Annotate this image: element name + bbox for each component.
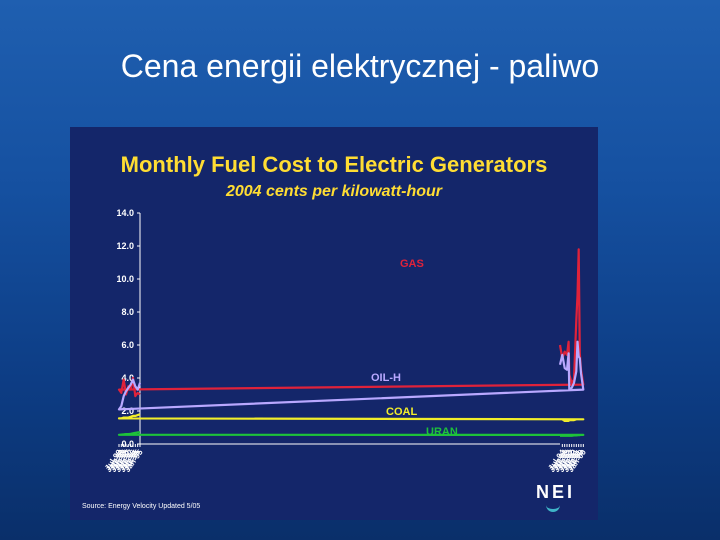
slide-title: Cena energii elektrycznej - paliwo — [120, 48, 600, 84]
y-tick-label: 8.0 — [121, 307, 134, 317]
chart-subtitle: 2004 cents per kilowatt-hour — [225, 183, 443, 200]
chart-panel: Monthly Fuel Cost to Electric Generators… — [70, 127, 598, 520]
series-line-oil-h — [117, 340, 585, 411]
series-line-coal — [117, 413, 585, 422]
chart-title: Monthly Fuel Cost to Electric Generators — [120, 152, 548, 177]
y-tick-label: 0.0 — [121, 439, 134, 449]
y-tick-label: 2.0 — [121, 406, 134, 416]
series-line-uran — [117, 431, 585, 437]
series-label-uran: URAN — [426, 426, 458, 438]
fuel-cost-chart: 0.02.04.06.08.010.012.014.0Jan-95Jul-95J… — [103, 208, 588, 474]
y-tick-label: 14.0 — [116, 208, 134, 218]
nei-logo-swoosh-icon — [546, 499, 560, 512]
y-tick-label: 12.0 — [116, 241, 134, 251]
nei-logo: NEI — [536, 482, 576, 502]
y-tick-label: 4.0 — [121, 373, 134, 383]
y-tick-label: 10.0 — [116, 274, 134, 284]
series-label-coal: COAL — [386, 406, 417, 418]
y-tick-label: 6.0 — [121, 340, 134, 350]
series-label-oil-h: OIL-H — [371, 372, 401, 384]
series-line-gas — [117, 248, 585, 398]
series-label-gas: GAS — [400, 258, 424, 270]
source-note: Source: Energy Velocity Updated 5/05 — [82, 503, 201, 510]
